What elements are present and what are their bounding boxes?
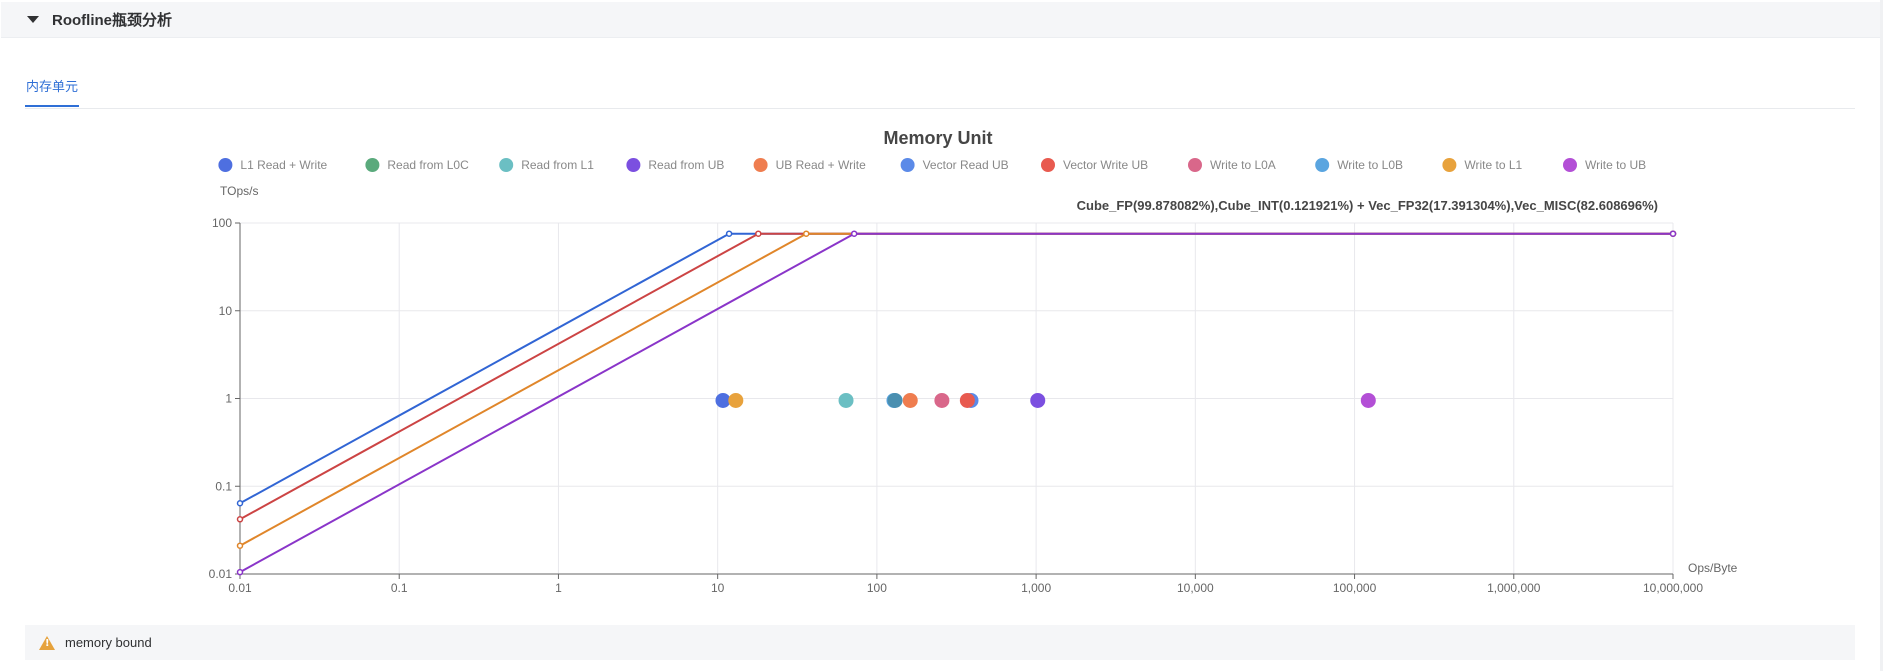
roofline-series-line xyxy=(239,232,1673,573)
legend-label: Write to UB xyxy=(1585,158,1646,172)
scatter-points xyxy=(715,392,1376,408)
legend-label: Read from L0C xyxy=(387,158,469,172)
legend-label: Write to L0B xyxy=(1337,158,1403,172)
data-point xyxy=(959,392,975,408)
legend-label: UB Read + Write xyxy=(776,158,866,172)
roofline-vertex xyxy=(236,516,244,523)
x-tick-label: 10,000 xyxy=(1177,581,1214,595)
x-tick-label: 10 xyxy=(711,581,725,595)
roofline-series-line xyxy=(239,232,1673,505)
x-tick-label: 0.1 xyxy=(391,581,408,595)
legend-marker xyxy=(1442,158,1457,172)
annotation-text: Cube_FP(99.878082%),Cube_INT(0.121921%) … xyxy=(1077,198,1658,213)
roofline-vertex xyxy=(755,230,762,237)
legend-marker xyxy=(218,158,233,172)
y-tick-label: 100 xyxy=(212,216,232,230)
status-text: memory bound xyxy=(65,635,152,650)
legend-label: Read from UB xyxy=(648,158,724,172)
x-axis-label: Ops/Byte xyxy=(1688,561,1738,575)
roofline-chart: Memory Unit L1 Read + Write Read from L0C… xyxy=(209,128,1738,595)
legend-label: Write to L1 xyxy=(1464,158,1522,172)
caret-down-icon[interactable] xyxy=(27,16,39,23)
x-tick-label: 1,000 xyxy=(1021,581,1051,595)
data-point xyxy=(934,392,950,408)
section-header[interactable]: Roofline瓶颈分析 xyxy=(1,2,1883,38)
roofline-vertex xyxy=(850,230,858,237)
x-tick-label: 10,000,000 xyxy=(1643,581,1703,595)
grid xyxy=(240,222,1674,574)
y-tick-label: 0.1 xyxy=(215,479,232,493)
legend-marker xyxy=(365,158,380,172)
roofline-lines xyxy=(236,230,1677,576)
tab-memory-unit[interactable]: 内存单元 xyxy=(25,72,80,107)
roofline-vertex xyxy=(725,230,733,237)
legend-marker xyxy=(900,158,915,172)
y-tick-label: 0.01 xyxy=(209,567,233,581)
x-tick-label: 1 xyxy=(555,581,562,595)
y-tick-label: 10 xyxy=(219,304,233,318)
x-tick-label: 100,000 xyxy=(1333,581,1377,595)
legend-label: Read from L1 xyxy=(521,158,594,172)
x-tick-label: 1,000,000 xyxy=(1487,581,1541,595)
data-point xyxy=(887,392,903,408)
status-bar: memory bound xyxy=(25,625,1855,660)
y-tick-label: 1 xyxy=(225,392,232,406)
legend-marker xyxy=(1315,158,1330,172)
legend-label: Write to L0A xyxy=(1210,158,1276,172)
data-point xyxy=(902,392,918,408)
section-title: Roofline瓶颈分析 xyxy=(52,12,172,29)
data-point xyxy=(715,392,731,408)
warning-icon xyxy=(39,635,55,650)
roofline-vertex xyxy=(236,568,244,576)
roofline-series-line xyxy=(239,232,1673,521)
data-point xyxy=(1360,392,1376,408)
chart-container: Memory Unit L1 Read + Write Read from L0C… xyxy=(0,110,1883,620)
roofline-vertex xyxy=(236,542,244,549)
roofline-vertex xyxy=(1669,230,1677,237)
roofline-series-line xyxy=(239,232,1673,547)
legend-marker xyxy=(753,158,768,172)
legend-marker xyxy=(499,158,514,172)
scrollbar-track[interactable] xyxy=(1880,0,1883,671)
x-tick-label: 100 xyxy=(867,581,887,595)
x-tick-label: 0.01 xyxy=(228,581,252,595)
axes: 0.01 0.1 1 10 100 1,000 10,000 100,000 1,000,000… xyxy=(209,216,1704,595)
chart-title: Memory Unit xyxy=(883,128,992,148)
data-point xyxy=(728,392,744,408)
legend-marker xyxy=(626,158,641,172)
legend: L1 Read + Write Read from L0C Read from L1… xyxy=(218,158,1646,172)
tab-bar: 内存单元 xyxy=(25,72,1855,109)
roofline-vertex xyxy=(236,500,244,507)
legend-marker xyxy=(1563,158,1577,172)
legend-label: Vector Write UB xyxy=(1063,158,1148,172)
legend-label: L1 Read + Write xyxy=(240,158,327,172)
data-point xyxy=(838,392,854,408)
legend-label: Vector Read UB xyxy=(923,158,1009,172)
roofline-vertex xyxy=(802,230,810,237)
data-point xyxy=(1030,392,1046,408)
legend-marker xyxy=(1188,158,1202,172)
legend-marker xyxy=(1041,158,1055,172)
y-axis-label: TOps/s xyxy=(220,184,258,198)
